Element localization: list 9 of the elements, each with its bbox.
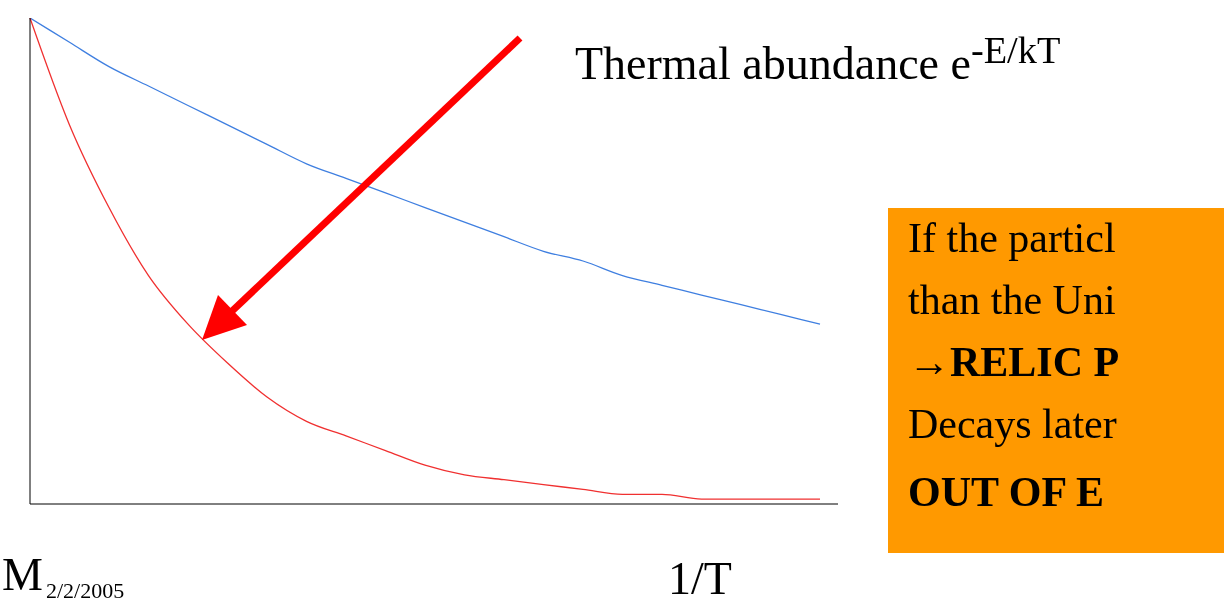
x-axis-title: 1/T bbox=[668, 552, 732, 605]
text: M bbox=[2, 548, 43, 601]
text: Decays later bbox=[908, 400, 1117, 448]
text: If the particl bbox=[908, 214, 1116, 262]
text: than the Uni bbox=[908, 276, 1116, 324]
text: →RELIC P bbox=[908, 338, 1120, 386]
annotation: Thermal abundance e$^{-E/kT}$ bbox=[575, 28, 1061, 91]
text: OUT OF E bbox=[908, 468, 1105, 516]
text: 2/2/2005 bbox=[46, 578, 125, 604]
